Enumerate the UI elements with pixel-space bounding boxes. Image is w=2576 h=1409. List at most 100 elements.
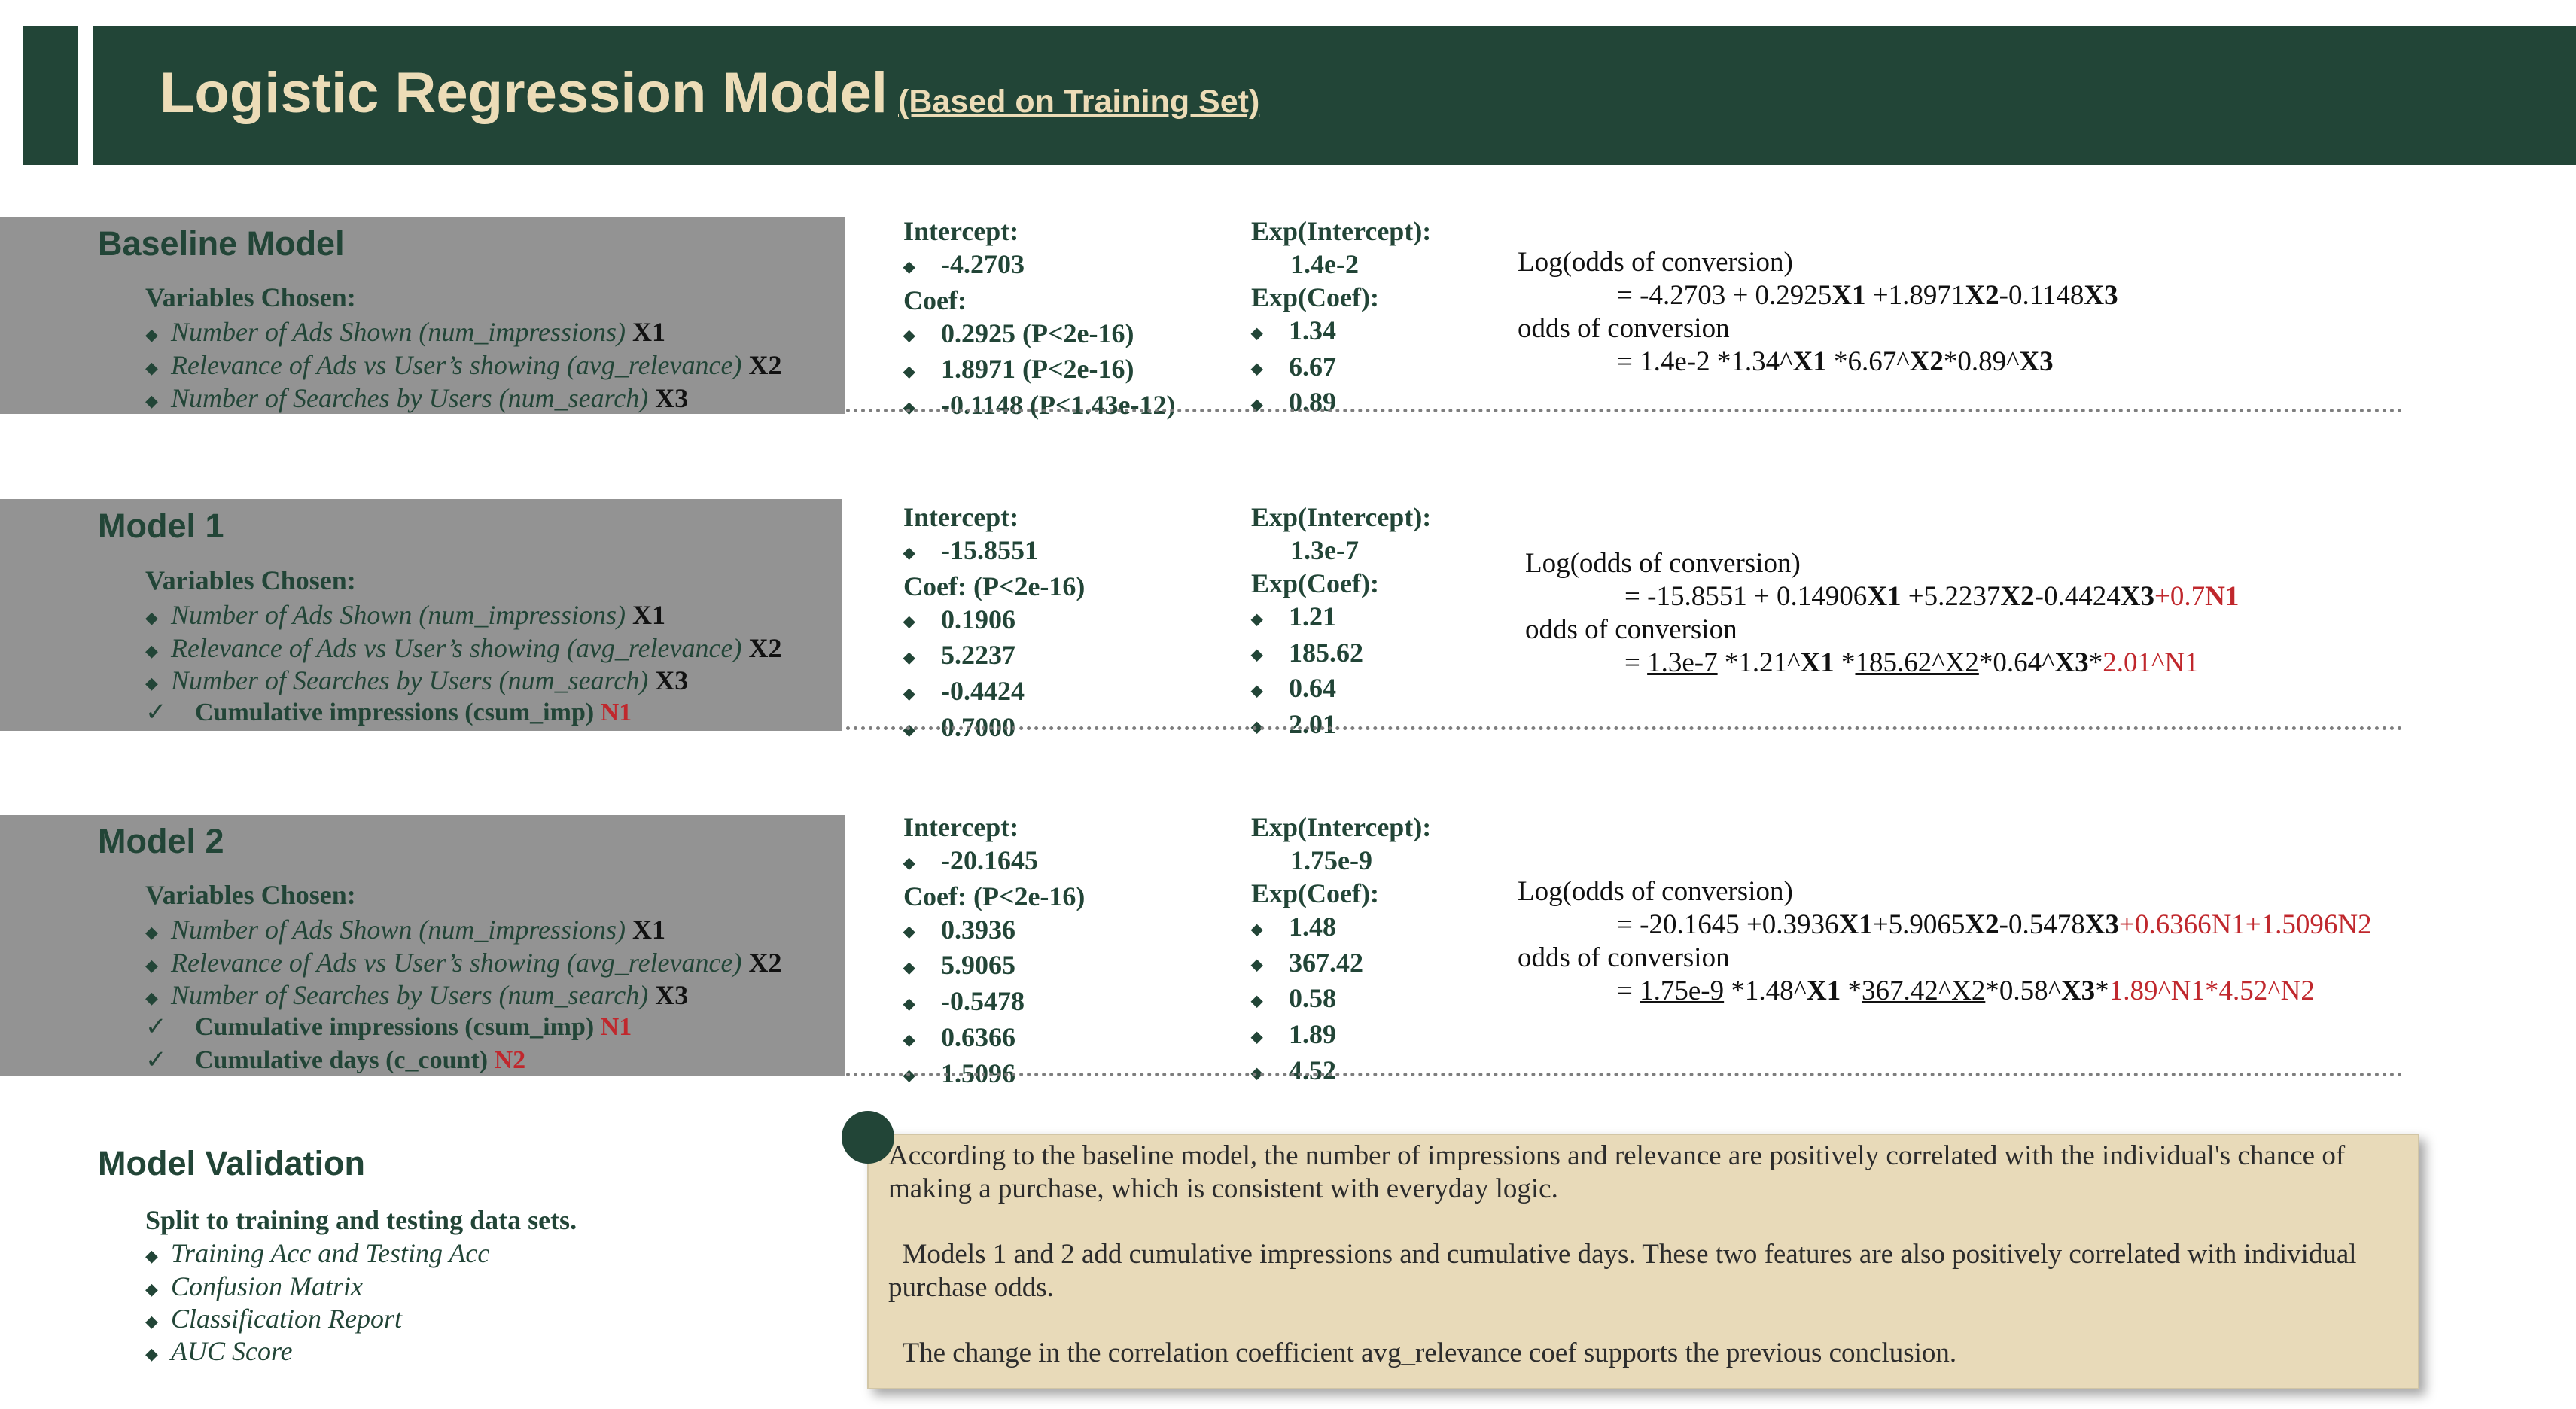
conclusion-note-text: According to the baseline model, the num… — [888, 1140, 2394, 1402]
intercept-value: ◆ -4.2703 — [903, 249, 1025, 279]
exp-coef-value: ◆ 0.58 — [1251, 983, 1336, 1014]
exp-coef-value: ◆ 6.67 — [1251, 351, 1336, 382]
baseline-title: Baseline Model — [98, 224, 345, 263]
model2-title: Model 2 — [98, 822, 224, 860]
bullet-icon: ◆ — [145, 1344, 158, 1363]
baseline-equations: Log(odds of conversion) = -4.2703 + 0.29… — [1518, 246, 2118, 379]
section-divider — [846, 409, 2403, 412]
bullet-icon: ◆ — [145, 358, 158, 377]
coef-label: Coef: — [903, 285, 967, 315]
page-subtitle: (Based on Training Set) — [898, 84, 1260, 120]
bullet-icon: ◆ — [145, 1279, 158, 1298]
conclusion-note-box — [867, 1134, 2419, 1389]
validation-title: Model Validation — [98, 1144, 366, 1182]
title-text: Logistic Regression Model — [160, 61, 888, 125]
coef-value: ◆ 0.2925 (P<2e-16) — [903, 318, 1134, 348]
log-odds-label: Log(odds of conversion) — [1518, 876, 1793, 907]
model2-coef-column: Intercept: ◆ -20.1645 Coef: (P<2e-16) ◆ 0.… — [903, 811, 1085, 1092]
exp-intercept-label: Exp(Intercept): — [1251, 216, 1432, 246]
validation-item: ◆ Training Acc and Testing Acc — [145, 1238, 490, 1268]
model1-variables-label: Variables Chosen: — [145, 565, 356, 595]
model1-panel — [0, 499, 842, 731]
intercept-value: ◆ -20.1645 — [903, 845, 1038, 875]
coef-value: ◆ -0.5478 — [903, 986, 1025, 1017]
baseline-var-x1: ◆ Number of Ads Shown (num_impressions) X… — [145, 317, 666, 347]
model1-var-x2: ◆ Relevance of Ads vs User’s showing (avg… — [145, 633, 782, 663]
exp-coef-value: ◆ 1.48 — [1251, 911, 1336, 942]
exp-coef-value: ◆ 367.42 — [1251, 947, 1363, 978]
odds-equation: = 1.75e-9 *1.48^X1 *367.42^X2*0.58^X3*1.… — [1617, 975, 2315, 1006]
exp-coef-value: ◆ 0.64 — [1251, 673, 1336, 704]
note-paragraph: The change in the correlation coefficien… — [888, 1337, 1957, 1368]
model1-coef-column: Intercept: ◆ -15.8551 Coef: (P<2e-16) ◆ 0.… — [903, 501, 1085, 747]
odds-label: odds of conversion — [1518, 942, 1730, 973]
check-icon: ✓ — [145, 698, 167, 726]
exp-coef-label: Exp(Coef): — [1251, 878, 1379, 908]
bullet-icon: ◆ — [145, 1246, 158, 1265]
odds-equation: = 1.3e-7 *1.21^X1 *185.62^X2*0.64^X3*2.0… — [1624, 647, 2199, 678]
log-odds-label: Log(odds of conversion) — [1518, 247, 1793, 278]
model1-equations: Log(odds of conversion) = -15.8551 + 0.1… — [1525, 547, 2239, 680]
coef-value: ◆ 1.8971 (P<2e-16) — [903, 354, 1134, 385]
validation-subtitle: Split to training and testing data sets. — [145, 1205, 577, 1235]
log-odds-label: Log(odds of conversion) — [1525, 548, 1801, 579]
model2-var-n2: ✓ Cumulative days (c_count) N2 — [145, 1046, 526, 1074]
note-pin-circle — [842, 1111, 894, 1164]
model1-exp-column: Exp(Intercept): 1.3e-7 Exp(Coef): ◆ 1.21 … — [1251, 501, 1431, 744]
odds-label: odds of conversion — [1525, 614, 1737, 645]
intercept-label: Intercept: — [903, 502, 1019, 532]
validation-item: ◆ Classification Report — [145, 1304, 403, 1334]
log-odds-equation: = -20.1645 +0.3936X1+5.9065X2-0.5478X3+0… — [1617, 909, 2372, 940]
section-divider — [846, 726, 2403, 730]
baseline-coef-column: Intercept: ◆ -4.2703 Coef: ◆ 0.2925 (P<2e-… — [903, 215, 1175, 425]
model1-title: Model 1 — [98, 507, 224, 545]
coef-value: ◆ 0.6366 — [903, 1021, 1015, 1052]
exp-intercept-value: 1.75e-9 — [1290, 845, 1372, 875]
exp-coef-value: ◆ 4.52 — [1251, 1054, 1336, 1085]
bullet-icon: ◆ — [145, 391, 158, 410]
bullet-icon: ◆ — [145, 324, 158, 344]
odds-label: odds of conversion — [1518, 313, 1730, 344]
model1-var-x1: ◆ Number of Ads Shown (num_impressions) X… — [145, 600, 666, 630]
exp-intercept-label: Exp(Intercept): — [1251, 502, 1432, 532]
check-icon: ✓ — [145, 1046, 167, 1074]
coef-label: Coef: (P<2e-16) — [903, 881, 1086, 911]
model2-variables-label: Variables Chosen: — [145, 880, 356, 910]
model2-equations: Log(odds of conversion) = -20.1645 +0.39… — [1518, 875, 2372, 1008]
note-paragraph: According to the baseline model, the num… — [888, 1140, 2346, 1204]
model1-var-n1: ✓ Cumulative impressions (csum_imp) N1 — [145, 698, 632, 726]
bullet-icon: ◆ — [145, 922, 158, 942]
header-accent-bar — [23, 26, 78, 165]
baseline-panel — [0, 217, 845, 414]
model2-panel — [0, 815, 845, 1076]
exp-coef-label: Exp(Coef): — [1251, 282, 1379, 312]
intercept-label: Intercept: — [903, 812, 1019, 842]
coef-value: ◆ -0.4424 — [903, 676, 1025, 707]
model2-exp-column: Exp(Intercept): 1.75e-9 Exp(Coef): ◆ 1.48… — [1251, 811, 1431, 1090]
validation-item: ◆ AUC Score — [145, 1336, 293, 1366]
exp-coef-value: ◆ 1.21 — [1251, 601, 1336, 631]
model2-var-x1: ◆ Number of Ads Shown (num_impressions) X… — [145, 914, 666, 945]
bullet-icon: ◆ — [145, 607, 158, 627]
exp-coef-value: ◆ 185.62 — [1251, 637, 1363, 668]
exp-coef-value: ◆ 1.34 — [1251, 315, 1336, 345]
odds-equation: = 1.4e-2 *1.34^X1 *6.67^X2*0.89^X3 — [1617, 346, 2054, 377]
bullet-icon: ◆ — [145, 673, 158, 692]
check-icon: ✓ — [145, 1013, 167, 1041]
model1-var-x3: ◆ Number of Searches by Users (num_search… — [145, 665, 689, 695]
log-odds-equation: = -15.8551 + 0.14906X1 +5.2237X2-0.4424X… — [1624, 581, 2240, 612]
exp-intercept-label: Exp(Intercept): — [1251, 812, 1432, 842]
section-divider — [846, 1073, 2403, 1076]
bullet-icon: ◆ — [145, 988, 158, 1007]
bullet-icon: ◆ — [145, 955, 158, 975]
header-bar — [93, 26, 2576, 165]
coef-value: ◆ -0.1148 (P<1.43e-12) — [903, 390, 1176, 421]
log-odds-equation: = -4.2703 + 0.2925X1 +1.8971X2-0.1148X3 — [1617, 280, 2118, 311]
exp-coef-value: ◆ 0.89 — [1251, 387, 1336, 418]
coef-value: ◆ 5.2237 — [903, 640, 1015, 671]
coef-value: ◆ 5.9065 — [903, 950, 1015, 981]
model2-var-x2: ◆ Relevance of Ads vs User’s showing (avg… — [145, 948, 782, 978]
baseline-exp-column: Exp(Intercept): 1.4e-2 Exp(Coef): ◆ 1.34 … — [1251, 215, 1431, 421]
validation-item: ◆ Confusion Matrix — [145, 1271, 364, 1301]
baseline-var-x2: ◆ Relevance of Ads vs User’s showing (avg… — [145, 350, 782, 380]
